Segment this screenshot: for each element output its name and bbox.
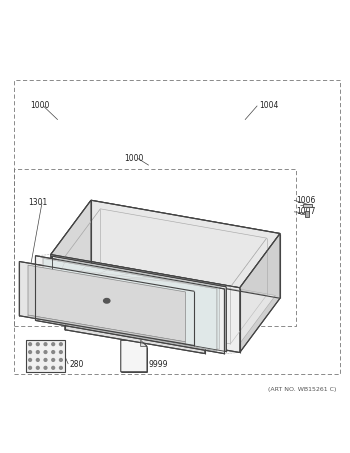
Polygon shape	[65, 307, 205, 353]
Polygon shape	[141, 340, 147, 347]
Text: 1007: 1007	[296, 207, 315, 216]
Polygon shape	[51, 255, 240, 352]
Circle shape	[52, 343, 55, 346]
Circle shape	[60, 366, 62, 369]
Polygon shape	[240, 233, 280, 352]
Text: 1000: 1000	[124, 154, 144, 163]
Polygon shape	[43, 258, 217, 351]
Circle shape	[36, 343, 39, 346]
Circle shape	[60, 358, 62, 361]
Text: 9999: 9999	[149, 360, 168, 369]
Circle shape	[29, 366, 32, 369]
Polygon shape	[28, 315, 186, 344]
Text: 1006: 1006	[296, 196, 315, 205]
Polygon shape	[59, 259, 219, 349]
Text: 280: 280	[70, 360, 84, 369]
Polygon shape	[35, 255, 224, 354]
Circle shape	[60, 351, 62, 353]
Circle shape	[29, 358, 32, 361]
Circle shape	[52, 366, 55, 369]
Text: 1001: 1001	[60, 294, 79, 303]
Polygon shape	[52, 256, 226, 352]
Circle shape	[36, 351, 39, 353]
Circle shape	[52, 358, 55, 361]
Circle shape	[60, 343, 62, 346]
Polygon shape	[91, 200, 280, 298]
Circle shape	[44, 351, 47, 353]
Circle shape	[29, 351, 32, 353]
Text: 1301: 1301	[29, 198, 48, 207]
Text: (ART NO. WB15261 C): (ART NO. WB15261 C)	[268, 387, 336, 392]
Circle shape	[29, 343, 32, 346]
Polygon shape	[65, 304, 205, 331]
Circle shape	[44, 343, 47, 346]
Circle shape	[52, 351, 55, 353]
Polygon shape	[303, 204, 312, 207]
Bar	[26, 340, 65, 372]
Polygon shape	[51, 200, 91, 319]
Circle shape	[36, 366, 39, 369]
Ellipse shape	[104, 299, 110, 303]
Text: 1004: 1004	[259, 101, 278, 110]
Circle shape	[44, 366, 47, 369]
Text: 1000: 1000	[30, 101, 49, 110]
Polygon shape	[304, 211, 309, 217]
Polygon shape	[51, 200, 280, 288]
Circle shape	[36, 358, 39, 361]
Polygon shape	[19, 261, 194, 346]
Polygon shape	[55, 264, 275, 347]
Polygon shape	[28, 265, 186, 342]
Polygon shape	[121, 340, 147, 372]
Circle shape	[44, 358, 47, 361]
